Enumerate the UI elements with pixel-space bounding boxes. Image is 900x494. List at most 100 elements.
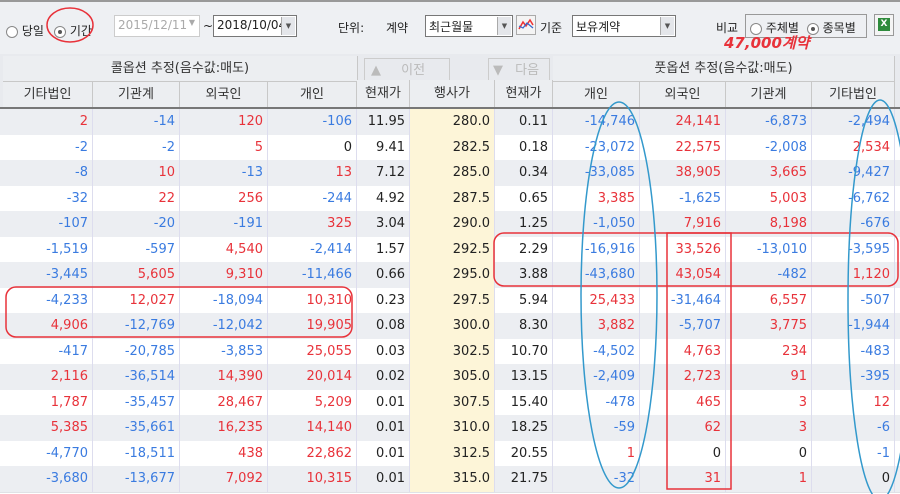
table-cell: 310.0	[410, 415, 495, 441]
table-cell: 0.65	[495, 185, 553, 212]
table-row[interactable]: -4,233 12,027 -18,094 10,310 0.23 297.5 5.94 25…	[0, 287, 900, 315]
table-cell: 290.0	[410, 211, 495, 237]
table-cell: 0.11	[495, 109, 553, 135]
table-row[interactable]: -417 -20,785 -3,853 25,055 0.03 302.5 10.70 -4,…	[0, 338, 900, 366]
table-cell: 91	[726, 364, 812, 390]
table-cell: -107	[3, 211, 93, 237]
table-cell: -16,916	[553, 236, 640, 263]
table-cell: 9,310	[180, 262, 268, 288]
column-header[interactable]: 현재가	[357, 80, 410, 108]
basis-select[interactable]: 보유계약 ▼	[572, 15, 676, 37]
table-row[interactable]: -8 10 -13 13 7.12 285.0 0.34 -33,085 38,905 3,665…	[0, 160, 900, 187]
table-cell: 2,116	[3, 364, 93, 390]
table-row[interactable]: 4,906 -12,769 -12,042 19,905 0.08 300.0 8.30 3,…	[0, 313, 900, 340]
table-row[interactable]: -3,445 5,605 9,310 -11,466 0.66 295.0 3.88 -43,…	[0, 262, 900, 289]
column-header[interactable]: 현재가	[495, 80, 553, 108]
table-cell: -2,414	[268, 236, 357, 263]
table-cell: -6,873	[726, 109, 812, 135]
column-header[interactable]: 기관계	[93, 82, 180, 108]
chevron-down-icon[interactable]: ▼	[497, 17, 511, 35]
table-cell: -43,680	[553, 262, 640, 288]
table-cell: -106	[268, 109, 357, 135]
table-cell: 0.02	[357, 364, 410, 390]
table-cell: 3.88	[495, 262, 553, 288]
table-cell: 5,385	[3, 415, 93, 441]
chevron-down-icon[interactable]: ▼	[281, 17, 295, 35]
table-row[interactable]: -4,770 -18,511 438 22,862 0.01 312.5 20.55 1 0 0-…	[0, 440, 900, 468]
table-cell: 0.23	[357, 287, 410, 314]
table-cell: -32	[3, 185, 93, 212]
table-cell: -417	[3, 338, 93, 365]
table-cell: 7.12	[357, 160, 410, 186]
table-cell: 307.5	[410, 389, 495, 416]
table-cell: 0.01	[357, 440, 410, 467]
table-cell: -482	[726, 262, 812, 288]
excel-export-button[interactable]: X	[874, 14, 894, 36]
table-cell: 0.18	[495, 134, 553, 161]
table-cell: -18,511	[93, 440, 180, 467]
column-header[interactable]: 개인	[553, 82, 640, 108]
table-cell: 3	[726, 389, 812, 416]
table-cell: 25,055	[268, 338, 357, 365]
annotation-text: 47,000계약	[724, 34, 810, 52]
table-cell: 3,665	[726, 160, 812, 186]
table-cell: 9.41	[357, 134, 410, 161]
table-row[interactable]: 2,116 -36,514 14,390 20,014 0.02 305.0 13.15 -2…	[0, 364, 900, 391]
chart-icon[interactable]	[516, 15, 536, 35]
call-group-header: 콜옵션 추정(음수값:매도)	[3, 56, 358, 82]
table-cell: 6,557	[726, 287, 812, 314]
next-button[interactable]: ▼ 다음	[488, 58, 550, 82]
table-row[interactable]: 1,787 -35,457 28,467 5,209 0.01 307.5 15.40 -47…	[0, 389, 900, 417]
by-item-radio[interactable]: 종목별	[806, 21, 856, 35]
table-cell: 0.66	[357, 262, 410, 288]
table-cell: 16,235	[180, 415, 268, 441]
today-radio[interactable]: 당일	[6, 22, 44, 39]
table-cell: 2,534	[812, 134, 895, 161]
table-header: 콜옵션 추정(음수값:매도) 풋옵션 추정(음수값:매도) ▲ 이전 ▼ 다음 …	[0, 54, 900, 108]
excel-icon: X	[878, 18, 890, 31]
table-cell: 282.5	[410, 134, 495, 161]
table-cell: 10	[93, 160, 180, 186]
table-row[interactable]: 5,385 -35,661 16,235 14,140 0.01 310.0 18.25 -5…	[0, 415, 900, 442]
chevron-down-icon[interactable]: ▼	[660, 17, 674, 35]
table-cell: -23,072	[553, 134, 640, 161]
table-cell: -18,094	[180, 287, 268, 314]
table-cell: 22,575	[640, 134, 726, 161]
table-row[interactable]: -32 22 256 -244 4.92 287.5 0.65 3,385 -1,625 5,00…	[0, 185, 900, 213]
table-cell: 22,862	[268, 440, 357, 467]
table-row[interactable]: -2 -2 5 0 9.41 282.5 0.18 -23,072 22,575 -2,008 2,…	[0, 134, 900, 162]
period-radio[interactable]: 기간	[54, 22, 92, 39]
table-cell: -3,680	[3, 466, 93, 492]
table-cell: 5,003	[726, 185, 812, 212]
column-header[interactable]: 기관계	[726, 82, 812, 108]
table-cell: 25,433	[553, 287, 640, 314]
column-header[interactable]: 기타법인	[812, 82, 895, 108]
start-date-input[interactable]: 2015/12/11 ▼	[114, 15, 200, 37]
table-row[interactable]: 2 -14 120 -106 11.95 280.0 0.11 -14,746 24,141 -6…	[0, 109, 900, 136]
table-cell: 292.5	[410, 236, 495, 263]
column-header[interactable]: 외국인	[180, 82, 268, 108]
table-row[interactable]: -1,519 -597 4,540 -2,414 1.57 292.5 2.29 -16,91…	[0, 236, 900, 264]
table-row[interactable]: -3,680 -13,677 7,092 10,315 0.01 315.0 21.75 -3…	[0, 466, 900, 493]
table-cell: -3,595	[812, 236, 895, 263]
column-header[interactable]: 외국인	[640, 82, 726, 108]
column-header[interactable]: 기타법인	[3, 82, 93, 108]
table-cell: 10.70	[495, 338, 553, 365]
table-cell: 3	[726, 415, 812, 441]
table-cell: -14	[93, 109, 180, 135]
table-cell: 22	[93, 185, 180, 212]
table-cell: -32	[553, 466, 640, 492]
compare-label: 비교	[716, 21, 739, 35]
table-row[interactable]: -107 -20 -191 325 3.04 290.0 1.25 -1,050 7,916 8,…	[0, 211, 900, 238]
by-subject-radio[interactable]: 주체별	[750, 21, 799, 35]
contract-select[interactable]: 최근월물 ▼	[425, 15, 513, 37]
prev-button[interactable]: ▲ 이전	[364, 58, 450, 82]
column-header[interactable]: 개인	[268, 82, 357, 108]
table-cell: 4,540	[180, 236, 268, 263]
table-cell: 325	[268, 211, 357, 237]
table-cell: 0.08	[357, 313, 410, 339]
table-cell: 7,916	[640, 211, 726, 237]
column-header[interactable]: 행사가	[410, 80, 495, 108]
table-cell: -31,464	[640, 287, 726, 314]
end-date-input[interactable]: 2018/10/04 ▼	[213, 15, 297, 37]
